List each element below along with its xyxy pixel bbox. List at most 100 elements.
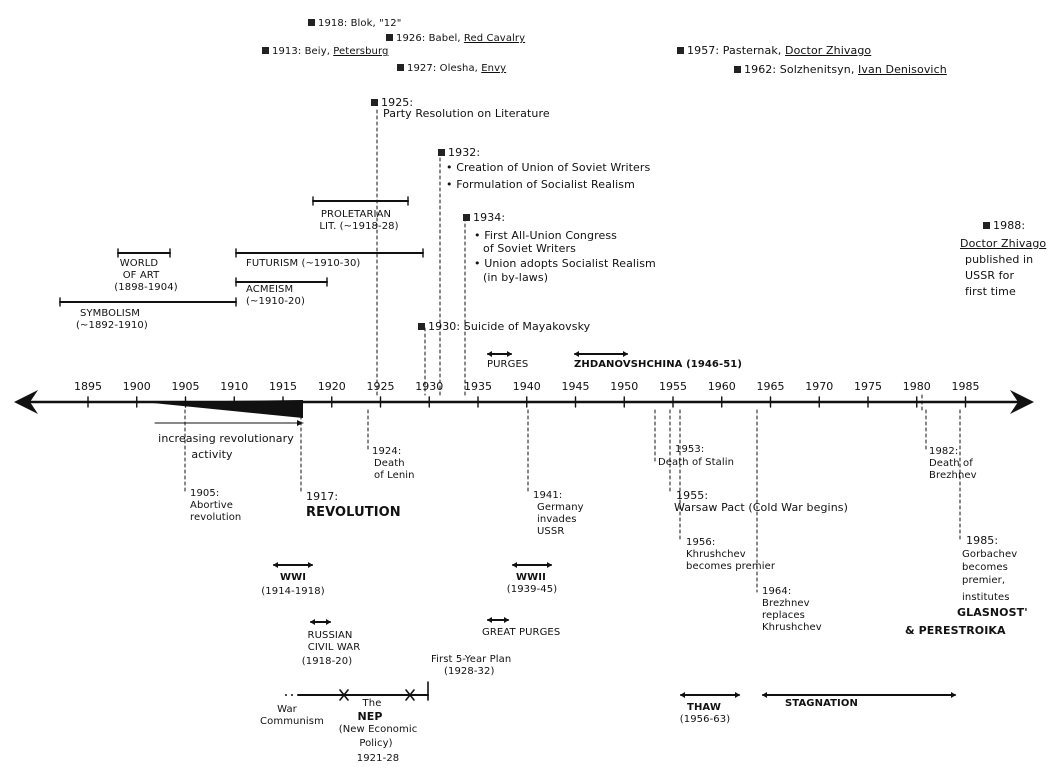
marker-square bbox=[734, 66, 741, 73]
e1905-line-1: Abortive bbox=[190, 500, 233, 511]
year-label-1905: 1905 bbox=[171, 380, 200, 393]
great-purges-label: GREAT PURGES bbox=[482, 627, 561, 638]
axis-arrow-right bbox=[1010, 390, 1034, 414]
e1955-line: Warsaw Pact (Cold War begins) bbox=[674, 501, 848, 514]
civil-war-label-1: RUSSIAN bbox=[307, 630, 353, 641]
nep-cross-b-0 bbox=[339, 689, 349, 701]
arrow-zhdanovshchina-head-right bbox=[623, 351, 628, 357]
five-year-plan-label: First 5-Year Plan bbox=[431, 654, 512, 665]
year-label-1965: 1965 bbox=[756, 380, 785, 393]
event-1930-mayakovsky: 1930: Suicide of Mayakovsky bbox=[418, 320, 590, 333]
e1985-line-1: Gorbachev bbox=[962, 549, 1018, 560]
year-label-1915: 1915 bbox=[269, 380, 297, 393]
axis-arrow-left bbox=[14, 390, 38, 414]
e1953-line: Death of Stalin bbox=[658, 457, 735, 468]
event-1925-party-resolution: 1925: bbox=[371, 96, 413, 109]
zhivago-line-1: published in bbox=[965, 253, 1034, 266]
e1917-year: 1917: bbox=[306, 490, 339, 503]
war-communism-label-2: Communism bbox=[260, 716, 324, 727]
wwi-dates: (1914-1918) bbox=[261, 586, 325, 597]
arrow-purges-top-head-left bbox=[487, 351, 492, 357]
marker-square bbox=[438, 149, 445, 156]
purges-label: PURGES bbox=[487, 359, 529, 370]
civil-war-dates: (1918-20) bbox=[301, 656, 353, 667]
revolutionary-activity-wedge bbox=[143, 400, 303, 418]
e1956-year: 1956: bbox=[686, 537, 716, 548]
year-label-1925: 1925 bbox=[366, 380, 395, 393]
arrow-wwi-head-left bbox=[273, 562, 278, 568]
marker-square bbox=[371, 99, 378, 106]
e1955-year: 1955: bbox=[676, 489, 709, 502]
arrow-stagnation-head-right bbox=[951, 692, 956, 698]
event-1988-zhivago: 1988: bbox=[983, 219, 1025, 232]
glasnost-label: GLASNOST' bbox=[957, 606, 1028, 619]
event-1957-pasternak: 1957: Pasternak, Doctor Zhivago bbox=[677, 44, 871, 57]
e1941-line-3: USSR bbox=[537, 526, 565, 537]
acmeism-label-1: ACMEISM bbox=[246, 284, 294, 295]
world-of-art-label-1: WORLD bbox=[119, 258, 159, 269]
arrow-great-purges-head-left bbox=[487, 617, 492, 623]
nep-cross-b-1 bbox=[405, 689, 415, 701]
wwi-label: WWI bbox=[279, 572, 307, 583]
e1956-line-2: becomes premier bbox=[686, 561, 776, 572]
e1924-line-2: of Lenin bbox=[374, 470, 415, 481]
e1982-line-2: Brezhnev bbox=[929, 470, 977, 481]
arrow-thaw-head-right bbox=[735, 692, 740, 698]
event-1927-olesha: 1927: Olesha, Envy bbox=[397, 63, 506, 75]
arrow-great-purges-head-right bbox=[504, 617, 509, 623]
union-item-1: • Creation of Union of Soviet Writers bbox=[446, 161, 651, 174]
event-1918-blok: 1918: Blok, "12" bbox=[308, 18, 401, 30]
marker-square bbox=[386, 34, 393, 41]
stagnation-label: STAGNATION bbox=[785, 698, 858, 709]
year-label-1895: 1895 bbox=[74, 380, 102, 393]
year-label-1970: 1970 bbox=[805, 380, 834, 393]
e1956-line-1: Khrushchev bbox=[686, 549, 746, 560]
e1985-line-2: becomes bbox=[962, 562, 1008, 573]
congress-item-3: • Union adopts Socialist Realism bbox=[474, 257, 656, 270]
arrow-thaw-head-left bbox=[680, 692, 685, 698]
e1985-line-3: premier, bbox=[962, 575, 1006, 586]
e1964-year: 1964: bbox=[762, 586, 792, 597]
event-1926-babel: 1926: Babel, Red Cavalry bbox=[386, 33, 525, 45]
e1964-line-2: replaces bbox=[762, 610, 805, 621]
arrow-civil-war-head-left bbox=[310, 619, 315, 625]
e1924-year: 1924: bbox=[372, 446, 402, 457]
e1964-line-3: Khrushchev bbox=[762, 622, 822, 633]
year-label-1910: 1910 bbox=[220, 380, 249, 393]
nep-label-5: 1921-28 bbox=[356, 753, 400, 764]
congress-item-1: • First All-Union Congress bbox=[474, 229, 617, 242]
marker-square bbox=[677, 47, 684, 54]
rev-activity-label-1: increasing revolutionary bbox=[158, 432, 294, 445]
year-label-1950: 1950 bbox=[610, 380, 639, 393]
e1941-year: 1941: bbox=[533, 490, 563, 501]
proletarian-label-1: PROLETARIAN bbox=[320, 209, 392, 220]
arrow-wwii-head-left bbox=[512, 562, 517, 568]
party-resolution-text: Party Resolution on Literature bbox=[383, 107, 550, 120]
congress-item-4: (in by-laws) bbox=[483, 271, 549, 284]
war-communism-label-1: War bbox=[277, 704, 297, 715]
arrow-purges-top-head-right bbox=[507, 351, 512, 357]
symbolism-label-1: SYMBOLISM bbox=[80, 308, 141, 319]
e1941-line-2: invades bbox=[537, 514, 577, 525]
world-of-art-label-2: OF ART bbox=[122, 270, 160, 281]
proletarian-label-2: LIT. (~1918-28) bbox=[319, 221, 399, 232]
marker-square bbox=[463, 214, 470, 221]
marker-square bbox=[262, 47, 269, 54]
e1924-line-1: Death bbox=[374, 458, 405, 469]
year-label-1940: 1940 bbox=[512, 380, 541, 393]
e1982-line-1: Death of bbox=[929, 458, 973, 469]
event-1932-union: 1932: bbox=[438, 146, 480, 159]
symbolism-label-2: (~1892-1910) bbox=[76, 320, 148, 331]
year-label-1960: 1960 bbox=[707, 380, 736, 393]
rev-activity-arrowhead bbox=[297, 420, 303, 426]
e1953-year: 1953: bbox=[675, 444, 705, 455]
nep-label-4: Policy) bbox=[359, 738, 393, 749]
year-label-1955: 1955 bbox=[659, 380, 687, 393]
event-1962-solzhenitsyn: 1962: Solzhenitsyn, Ivan Denisovich bbox=[734, 63, 947, 76]
e1985-line-4: institutes bbox=[962, 592, 1010, 603]
thaw-dates: (1956-63) bbox=[679, 714, 731, 725]
e1964-line-1: Brezhnev bbox=[762, 598, 810, 609]
world-of-art-label-3: (1898-1904) bbox=[114, 282, 178, 293]
acmeism-label-2: (~1910-20) bbox=[246, 296, 305, 307]
marker-square bbox=[397, 64, 404, 71]
